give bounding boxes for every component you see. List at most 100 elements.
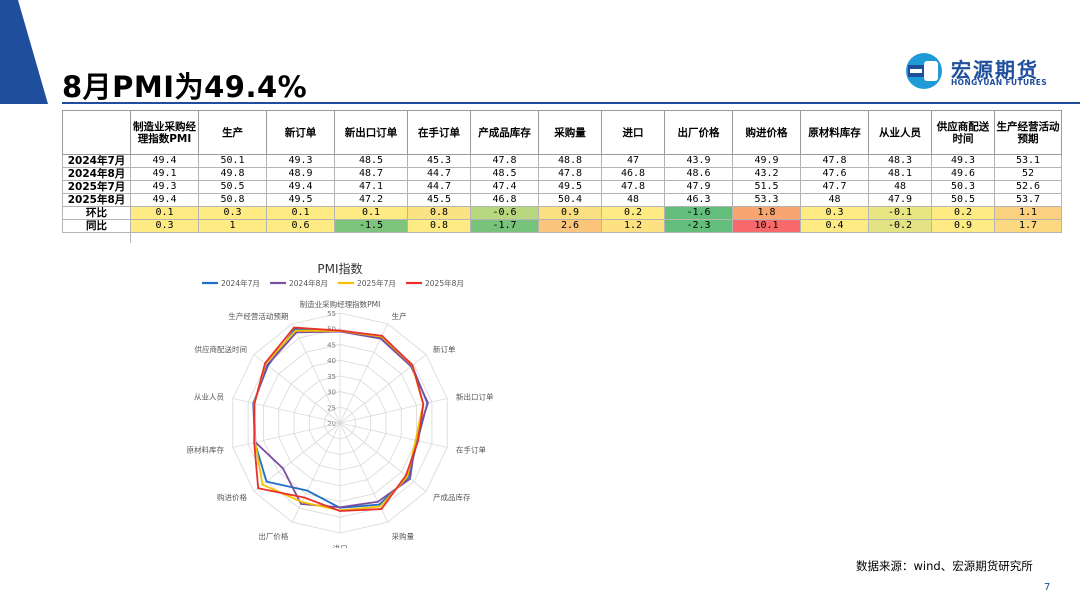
source-note: 数据来源：wind、宏源期货研究所 [856, 559, 1033, 573]
radar-axis-label: 从业人员 [194, 392, 224, 402]
table-cell: 50.8 [198, 193, 267, 207]
radar-spoke [339, 398, 448, 424]
brand-name-en: HONGYUAN FUTURES [951, 78, 1048, 87]
table-row: 环比 0.1 0.3 0.1 0.1 0.8 -0.6 0.9 0.2 -1.6 1.8 0.3 -0.… [62, 206, 1062, 220]
table-cell: 44.7 [407, 180, 471, 194]
radar-series-line [253, 326, 425, 512]
r-tick-label: 45 [327, 341, 336, 349]
row-label: 2024年8月 [62, 167, 131, 181]
table-row: 2024年7月 49.4 50.1 49.3 48.5 45.3 47.8 48.8 47 43.… [62, 154, 1062, 168]
table-cell: 46.8 [601, 167, 665, 181]
radar-axis-label: 购进价格 [217, 492, 247, 502]
table-cell: 2.6 [538, 219, 602, 233]
table-cell: 49.1 [130, 167, 199, 181]
table-cell: -2.3 [664, 219, 733, 233]
row-label: 同比 [62, 219, 131, 233]
table-cell: 48.5 [334, 154, 408, 168]
header-cell: 生产经营活动预期 [994, 110, 1062, 155]
table-cell: 53.7 [994, 193, 1062, 207]
header-corner [62, 110, 131, 155]
table-row: 2025年8月 49.4 50.8 49.5 47.2 45.5 46.8 50.4 48 46.… [62, 193, 1062, 207]
table-cell: 0.8 [407, 219, 471, 233]
table-cell: 47.6 [800, 167, 869, 181]
legend-label: 2024年7月 [221, 278, 260, 288]
table-cell: 0.3 [800, 206, 869, 220]
table-cell: 43.9 [664, 154, 733, 168]
header-cell: 生产 [198, 110, 267, 155]
table-cell: 0.2 [931, 206, 995, 220]
table-cell: 48 [601, 193, 665, 207]
table-cell: 1 [198, 219, 267, 233]
table-cell: 46.8 [470, 193, 539, 207]
table-tail-cell [732, 232, 801, 243]
table-cell: 44.7 [407, 167, 471, 181]
table-cell: 47.8 [800, 154, 869, 168]
radar-spoke [339, 422, 389, 523]
radar-axis-label: 制造业采购经理指数PMI [300, 299, 381, 309]
table-row: 2025年7月 49.3 50.5 49.4 47.1 44.7 47.4 49.5 47.8 4… [62, 180, 1062, 194]
header-cell: 新出口订单 [334, 110, 408, 155]
table-tail-cell [994, 232, 1062, 243]
radar-series [252, 326, 429, 512]
table-cell: 53.3 [732, 193, 801, 207]
row-label: 2025年8月 [62, 193, 131, 207]
pmi-table: 制造业采购经理指数PMI 生产 新订单 新出口订单 在手订单 产成品库存 采购量 进口 出厂价格… [62, 110, 1062, 243]
table-tail-cell [868, 232, 932, 243]
table-cell: 47.8 [470, 154, 539, 168]
header-cell: 从业人员 [868, 110, 932, 155]
radar-axis-label: 进口 [333, 544, 348, 548]
table-cell: 49.4 [266, 180, 335, 194]
table-cell: 47.7 [800, 180, 869, 194]
page-number: 7 [1044, 582, 1051, 593]
table-cell: 47.8 [538, 167, 602, 181]
header-cell: 原材料库存 [800, 110, 869, 155]
table-tail-cell [800, 232, 869, 243]
table-cell: 52 [994, 167, 1062, 181]
table-cell: 48.9 [266, 167, 335, 181]
table-tail-cell [407, 232, 471, 243]
table-cell: 45.3 [407, 154, 471, 168]
radar-axis-label: 生产经营活动预期 [228, 311, 288, 321]
table-tail-row [62, 232, 1062, 243]
table-cell: 49.4 [130, 154, 199, 168]
table-cell: 0.3 [198, 206, 267, 220]
r-tick-label: 25 [327, 404, 336, 412]
title-rule [62, 102, 1080, 104]
table-cell: 49.6 [931, 167, 995, 181]
radar-axis-label: 新订单 [433, 344, 456, 354]
table-cell: 51.5 [732, 180, 801, 194]
table-cell: -0.1 [868, 206, 932, 220]
table-tail-cell [664, 232, 733, 243]
row-label: 环比 [62, 206, 131, 220]
table-cell: 48.6 [664, 167, 733, 181]
table-cell: 49.3 [266, 154, 335, 168]
header-cell: 产成品库存 [470, 110, 539, 155]
table-cell: 0.3 [130, 219, 199, 233]
radar-axis-label: 出厂价格 [258, 531, 288, 541]
r-tick-label: 55 [327, 310, 336, 318]
header-cell: 进口 [601, 110, 665, 155]
table-cell: 49.5 [538, 180, 602, 194]
row-label: 2025年7月 [62, 180, 131, 194]
table-cell: 0.1 [266, 206, 335, 220]
accent-band [0, 0, 48, 104]
table-cell: 1.2 [601, 219, 665, 233]
legend-label: 2024年8月 [289, 278, 328, 288]
radar-spoke [291, 422, 341, 523]
radar-axis-label: 原材料库存 [186, 444, 224, 454]
radar-axis-label: 产成品库存 [433, 492, 471, 502]
table-cell: 49.3 [931, 154, 995, 168]
table-tail-cell [334, 232, 408, 243]
table-cell: 10.1 [732, 219, 801, 233]
table-tail-cell [931, 232, 995, 243]
header-cell: 在手订单 [407, 110, 471, 155]
table-cell: -1.6 [664, 206, 733, 220]
table-cell: 50.4 [538, 193, 602, 207]
table-cell: 0.6 [266, 219, 335, 233]
table-cell: 48.5 [470, 167, 539, 181]
table-cell: 0.9 [931, 219, 995, 233]
r-tick-label: 20 [327, 420, 336, 428]
table-cell: 47.9 [868, 193, 932, 207]
table-cell: 45.5 [407, 193, 471, 207]
brand-name-cn: 宏源期货 [951, 58, 1039, 82]
